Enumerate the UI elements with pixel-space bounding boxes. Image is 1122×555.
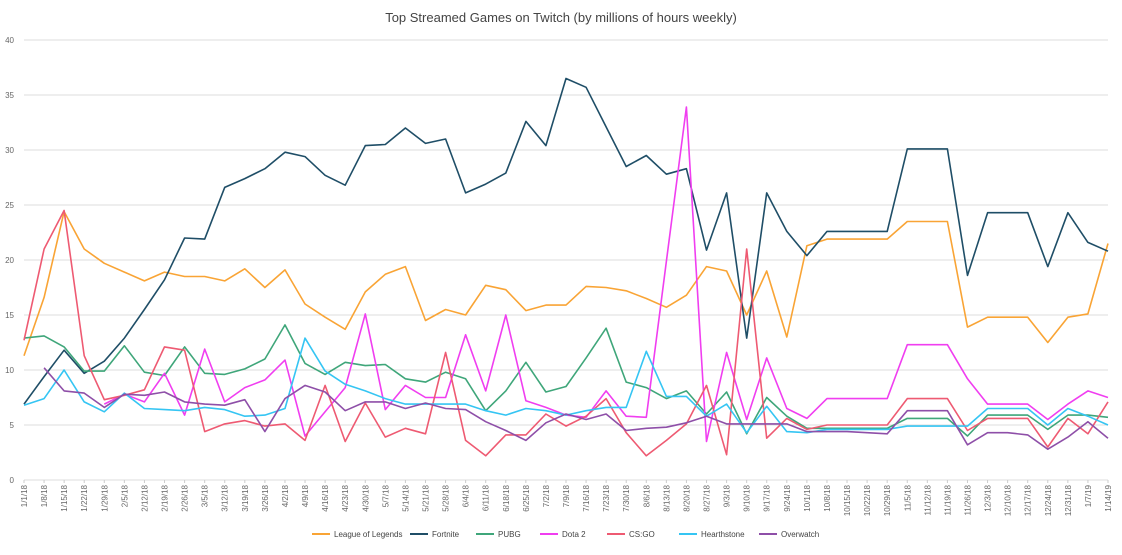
x-tick-label: 10/8/18	[823, 484, 832, 511]
legend-label: PUBG	[498, 530, 521, 539]
x-tick-label: 9/24/18	[783, 484, 792, 511]
y-tick-label: 30	[5, 146, 14, 155]
x-tick-label: 9/3/18	[723, 484, 732, 507]
series-lines	[23, 77, 1109, 457]
x-tick-label: 6/11/18	[482, 484, 491, 511]
x-tick-label: 3/5/18	[201, 484, 210, 507]
x-tick-label: 10/29/18	[883, 484, 892, 516]
y-tick-label: 25	[5, 201, 14, 210]
x-tick-label: 12/3/18	[984, 484, 993, 511]
x-tick-label: 4/9/18	[301, 484, 310, 507]
x-tick-label: 2/26/18	[181, 484, 190, 511]
x-tick-label: 12/24/18	[1044, 484, 1053, 516]
x-tick-label: 5/28/18	[442, 484, 451, 511]
y-tick-label: 40	[5, 36, 14, 45]
x-tick-label: 11/19/18	[943, 484, 952, 515]
x-tick-label: 7/16/18	[582, 484, 591, 511]
y-tick-label: 20	[5, 256, 14, 265]
series-line-hearthstone	[23, 337, 1109, 434]
x-tick-label: 9/17/18	[763, 484, 772, 511]
x-tick-label: 10/22/18	[863, 484, 872, 516]
x-tick-label: 3/12/18	[221, 484, 230, 511]
x-tick-label: 1/14/19	[1104, 484, 1113, 511]
x-tick-label: 7/30/18	[622, 484, 631, 511]
series-line-fortnite	[23, 77, 1109, 405]
legend-item: PUBG	[476, 530, 521, 539]
x-tick-label: 1/15/18	[60, 484, 69, 511]
x-tick-label: 8/13/18	[662, 484, 671, 511]
x-tick-label: 6/4/18	[462, 484, 471, 507]
legend: League of Legends Fortnite PUBG Dota 2 CS:GO…	[312, 530, 819, 539]
x-tick-label: 4/30/18	[361, 484, 370, 511]
x-tick-label: 2/19/18	[161, 484, 170, 511]
series-line-pubg	[23, 324, 1109, 437]
x-tick-label: 4/23/18	[341, 484, 350, 511]
x-tick-label: 5/7/18	[381, 484, 390, 507]
legend-item: League of Legends	[312, 530, 403, 539]
y-tick-label: 10	[5, 366, 14, 375]
legend-item: CS:GO	[607, 530, 655, 539]
x-tick-label: 1/1/18	[20, 484, 29, 507]
x-tick-label: 12/17/18	[1024, 484, 1033, 516]
y-tick-label: 0	[10, 476, 15, 485]
legend-label: League of Legends	[334, 530, 403, 539]
x-tick-label: 12/31/18	[1064, 484, 1073, 516]
legend-item: Hearthstone	[679, 530, 745, 539]
x-tick-label: 6/18/18	[502, 484, 511, 511]
x-tick-label: 4/2/18	[281, 484, 290, 507]
x-tick-label: 8/6/18	[642, 484, 651, 507]
x-tick-label: 11/26/18	[963, 484, 972, 515]
x-tick-label: 3/26/18	[261, 484, 270, 511]
series-line-league-of-legends	[23, 210, 1109, 356]
x-tick-label: 11/5/18	[903, 484, 912, 511]
x-tick-label: 8/20/18	[682, 484, 691, 511]
legend-item: Overwatch	[759, 530, 819, 539]
x-tick-label: 6/25/18	[522, 484, 531, 511]
x-tick-label: 7/9/18	[562, 484, 571, 507]
chart-title: Top Streamed Games on Twitch (by million…	[385, 10, 737, 25]
x-tick-label: 12/10/18	[1004, 484, 1013, 516]
y-tick-label: 35	[5, 91, 14, 100]
x-tick-label: 10/1/18	[803, 484, 812, 511]
legend-item: Dota 2	[540, 530, 586, 539]
y-axis: 0 5 10 15 20 25 30 35 40	[5, 36, 14, 485]
y-tick-label: 15	[5, 311, 14, 320]
x-tick-label: 11/12/18	[923, 484, 932, 515]
x-tick-label: 7/2/18	[542, 484, 551, 507]
series-line-cs-go	[23, 209, 1109, 457]
series-line-overwatch	[43, 367, 1109, 450]
x-tick-label: 4/16/18	[321, 484, 330, 511]
x-tick-label: 1/29/18	[100, 484, 109, 511]
legend-label: Fortnite	[432, 530, 460, 539]
x-tick-label: 5/21/18	[421, 484, 430, 511]
x-axis: 1/1/18 1/8/18 1/15/18 1/22/18 1/29/18 2/5/18 2…	[20, 480, 1113, 516]
legend-label: Hearthstone	[701, 530, 745, 539]
x-tick-label: 3/19/18	[241, 484, 250, 511]
x-tick-label: 1/7/19	[1084, 484, 1093, 507]
x-tick-label: 5/14/18	[401, 484, 410, 511]
legend-item: Fortnite	[410, 530, 460, 539]
x-tick-label: 9/10/18	[743, 484, 752, 511]
x-tick-label: 7/23/18	[602, 484, 611, 511]
x-tick-label: 8/27/18	[703, 484, 712, 511]
x-tick-label: 1/8/18	[40, 484, 49, 507]
gridlines	[24, 39, 1108, 481]
legend-label: CS:GO	[629, 530, 655, 539]
x-tick-label: 2/5/18	[120, 484, 129, 507]
x-tick-label: 10/15/18	[843, 484, 852, 516]
legend-label: Overwatch	[781, 530, 819, 539]
series-line-dota-2	[103, 106, 1109, 443]
legend-label: Dota 2	[562, 530, 586, 539]
x-tick-label: 2/12/18	[140, 484, 149, 511]
x-tick-label: 1/22/18	[80, 484, 89, 511]
y-tick-label: 5	[10, 421, 15, 430]
